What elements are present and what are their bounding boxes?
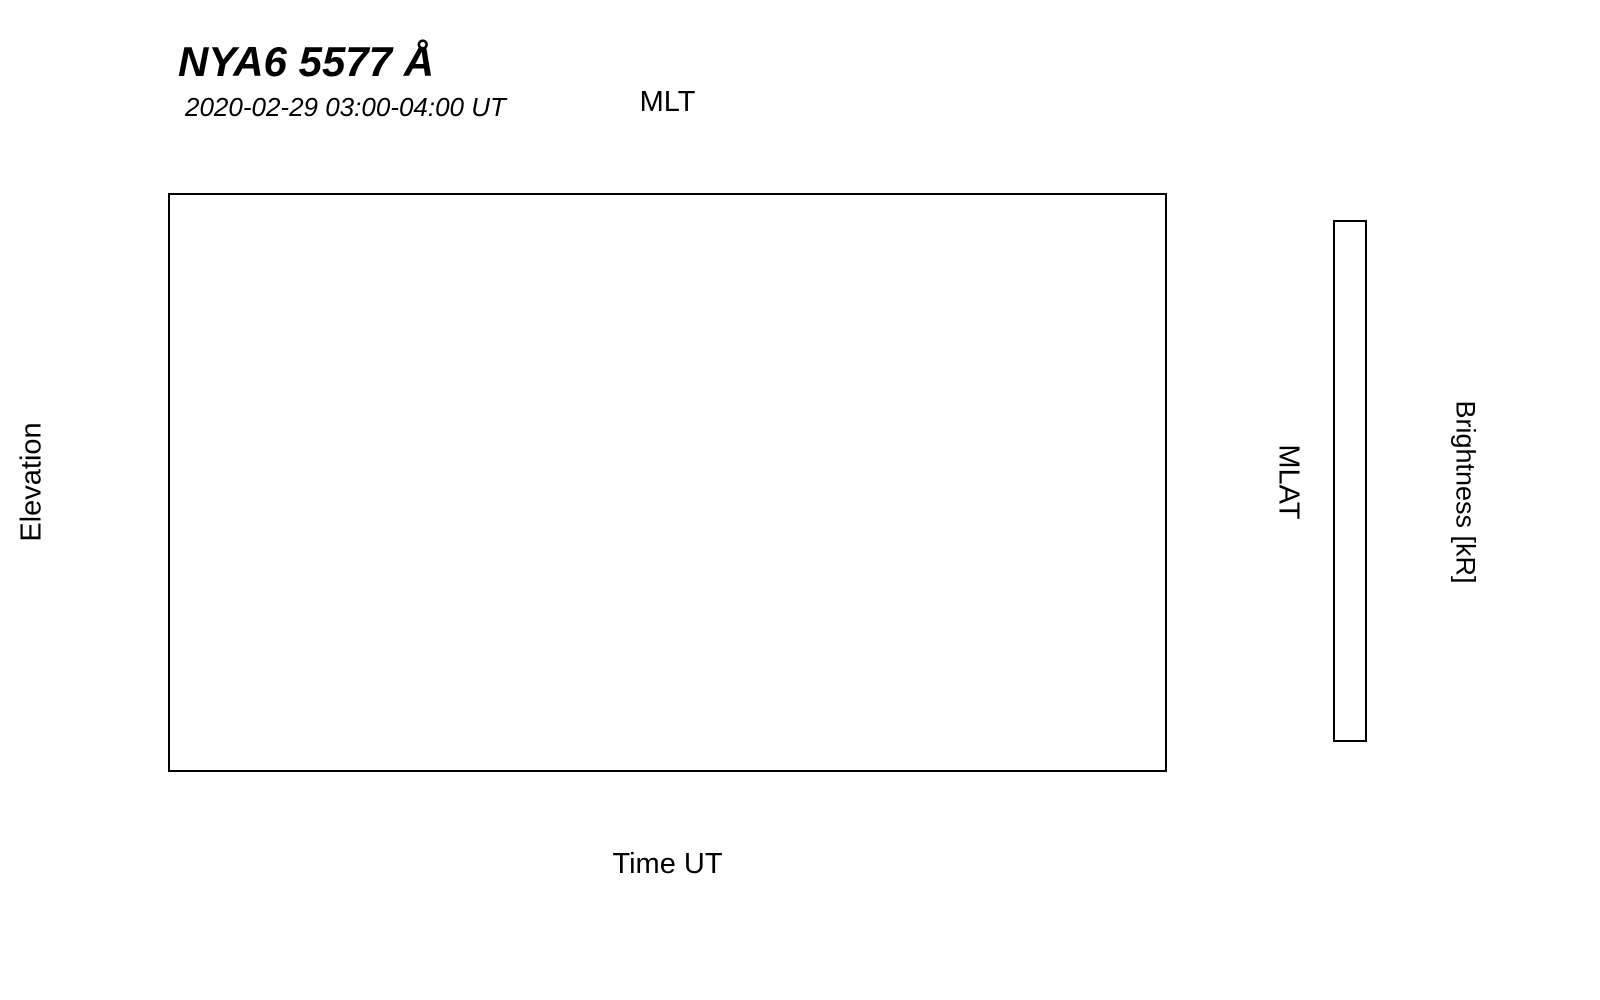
right-axis-title: MLAT xyxy=(1272,444,1305,520)
colorbar-canvas xyxy=(1335,222,1365,740)
figure-title: NYA6 5577 Å xyxy=(178,38,435,85)
left-axis-title: Elevation xyxy=(15,422,48,542)
bottom-axis-title: Time UT xyxy=(612,848,723,880)
colorbar xyxy=(1333,220,1367,742)
colorbar-axis-title: Brightness [kR] xyxy=(1450,400,1481,584)
heatmap-canvas xyxy=(170,195,1165,770)
top-axis-title: MLT xyxy=(639,86,696,118)
heatmap-plot-area xyxy=(168,193,1167,772)
figure-subtitle: 2020-02-29 03:00-04:00 UT xyxy=(185,92,506,122)
